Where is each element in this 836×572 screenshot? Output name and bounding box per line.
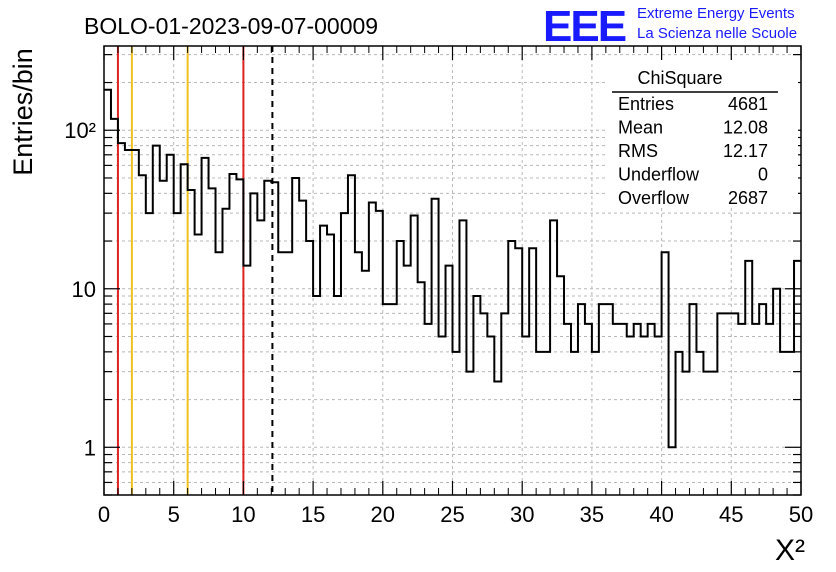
x-tick-label: 5 — [168, 502, 180, 527]
stats-row-label: Underflow — [618, 165, 700, 185]
logo-mark: EEE — [543, 2, 626, 51]
eee-logo: EEE Extreme Energy Events La Scienza nel… — [543, 2, 797, 51]
x-tick-label: 20 — [371, 502, 395, 527]
x-tick-label: 45 — [719, 502, 743, 527]
stats-row-label: Mean — [618, 118, 663, 138]
stats-box: ChiSquare Entries 4681 Mean 12.08 RMS 12.17 Und… — [608, 60, 798, 208]
stats-box-background — [608, 60, 798, 206]
x-tick-label: 25 — [440, 502, 464, 527]
y-tick-label: 10² — [64, 118, 96, 143]
x-tick-label: 40 — [649, 502, 673, 527]
logo-line-1: Extreme Energy Events — [637, 5, 795, 22]
histogram-series — [104, 88, 801, 449]
y-axis-label: Entries/bin — [8, 48, 38, 176]
x-tick-label: 30 — [510, 502, 534, 527]
axis-ticks: 0 5 10 15 20 25 30 35 40 45 50 1 10 10² — [64, 46, 813, 527]
stats-title: ChiSquare — [637, 68, 722, 88]
x-tick-label: 10 — [231, 502, 255, 527]
y-tick-label: 10 — [72, 277, 96, 302]
stats-row-label: RMS — [618, 141, 658, 161]
x-tick-label: 35 — [580, 502, 604, 527]
reference-lines — [116, 46, 274, 495]
x-tick-label: 50 — [789, 502, 813, 527]
stats-row-value: 12.17 — [723, 141, 768, 161]
stats-row-label: Overflow — [618, 188, 690, 208]
x-tick-label: 15 — [301, 502, 325, 527]
x-tick-label: 0 — [98, 502, 110, 527]
stats-row-value: 2687 — [728, 188, 768, 208]
y-tick-label: 1 — [84, 435, 96, 460]
stats-row-value: 12.08 — [723, 118, 768, 138]
stats-row-value: 4681 — [728, 94, 768, 114]
chart-title: BOLO-01-2023-09-07-00009 — [84, 13, 378, 39]
logo-line-2: La Scienza nelle Scuole — [637, 25, 797, 42]
stats-row-value: 0 — [758, 165, 768, 185]
x-axis-label: X² — [775, 534, 805, 567]
stats-row-label: Entries — [618, 94, 674, 114]
